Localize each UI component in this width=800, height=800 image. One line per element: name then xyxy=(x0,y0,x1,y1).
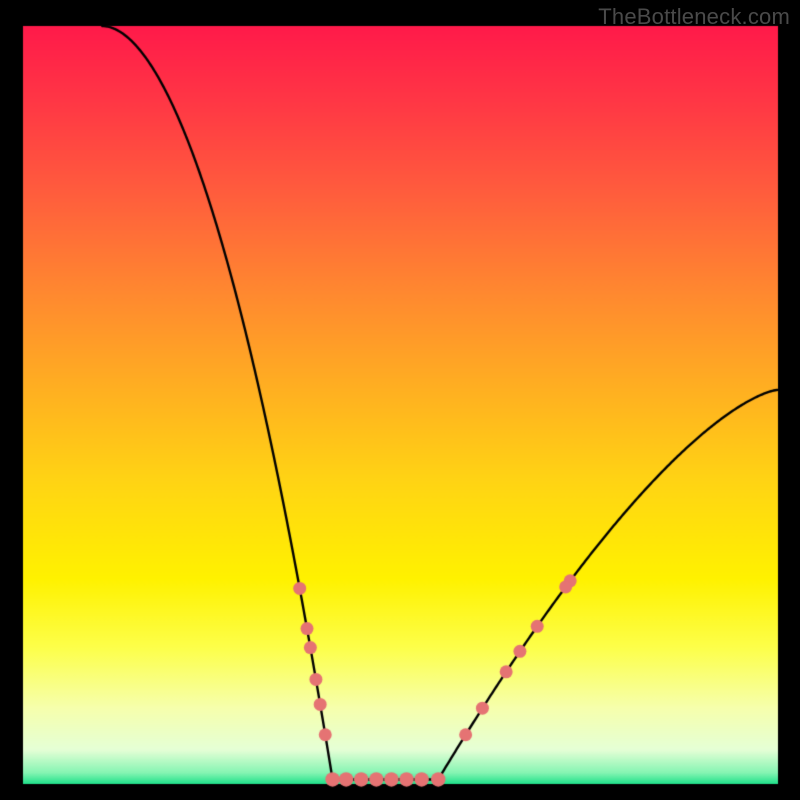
bottleneck-curve-plot xyxy=(0,0,800,800)
watermark-text: TheBottleneck.com xyxy=(598,4,790,30)
chart-stage: TheBottleneck.com xyxy=(0,0,800,800)
